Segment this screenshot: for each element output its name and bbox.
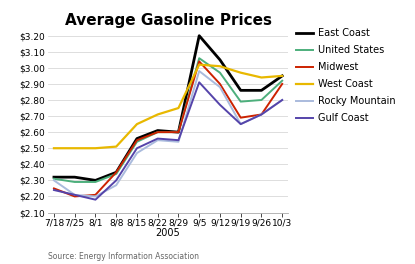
Gulf Coast — [134, 147, 139, 150]
Midwest — [176, 131, 181, 134]
West Coast — [238, 71, 243, 74]
Gulf Coast — [114, 179, 119, 182]
Midwest — [217, 82, 222, 86]
Midwest — [114, 171, 119, 174]
Gulf Coast — [51, 188, 56, 192]
United States — [93, 180, 98, 183]
United States — [238, 100, 243, 103]
Text: Source: Energy Information Association: Source: Energy Information Association — [48, 252, 199, 261]
West Coast — [197, 63, 202, 66]
Rocky Mountain — [197, 69, 202, 73]
United States — [72, 180, 77, 183]
East Coast — [259, 89, 264, 92]
Gulf Coast — [280, 98, 285, 102]
United States — [197, 56, 202, 60]
West Coast — [114, 145, 119, 148]
West Coast — [155, 113, 160, 116]
Rocky Mountain — [72, 193, 77, 196]
Midwest — [51, 187, 56, 190]
Line: Midwest: Midwest — [54, 62, 282, 196]
United States — [176, 131, 181, 134]
East Coast — [238, 89, 243, 92]
Line: United States: United States — [54, 58, 282, 182]
Midwest — [280, 82, 285, 86]
Rocky Mountain — [134, 152, 139, 155]
West Coast — [176, 106, 181, 110]
East Coast — [155, 129, 160, 132]
East Coast — [93, 179, 98, 182]
United States — [134, 140, 139, 143]
East Coast — [51, 176, 56, 179]
United States — [217, 71, 222, 74]
Line: East Coast: East Coast — [54, 36, 282, 180]
Rocky Mountain — [217, 86, 222, 89]
Rocky Mountain — [280, 98, 285, 102]
Line: Gulf Coast: Gulf Coast — [54, 82, 282, 200]
Rocky Mountain — [114, 183, 119, 187]
West Coast — [51, 147, 56, 150]
Legend: East Coast, United States, Midwest, West Coast, Rocky Mountain, Gulf Coast: East Coast, United States, Midwest, West… — [295, 28, 395, 123]
Gulf Coast — [259, 113, 264, 116]
East Coast — [217, 58, 222, 62]
West Coast — [93, 147, 98, 150]
United States — [280, 79, 285, 82]
Midwest — [72, 195, 77, 198]
United States — [114, 172, 119, 176]
West Coast — [134, 122, 139, 126]
East Coast — [280, 74, 285, 77]
Rocky Mountain — [176, 140, 181, 143]
East Coast — [197, 34, 202, 37]
East Coast — [114, 171, 119, 174]
West Coast — [72, 147, 77, 150]
United States — [51, 177, 56, 180]
Midwest — [259, 113, 264, 116]
Gulf Coast — [197, 81, 202, 84]
Rocky Mountain — [155, 139, 160, 142]
Midwest — [134, 139, 139, 142]
Midwest — [197, 60, 202, 63]
Rocky Mountain — [238, 122, 243, 126]
Gulf Coast — [155, 137, 160, 140]
United States — [155, 131, 160, 134]
Gulf Coast — [238, 122, 243, 126]
United States — [259, 98, 264, 102]
Line: West Coast: West Coast — [54, 65, 282, 148]
Midwest — [93, 193, 98, 196]
West Coast — [217, 65, 222, 68]
East Coast — [72, 176, 77, 179]
West Coast — [280, 74, 285, 77]
Gulf Coast — [176, 139, 181, 142]
Rocky Mountain — [51, 179, 56, 182]
East Coast — [134, 137, 139, 140]
Midwest — [238, 116, 243, 119]
West Coast — [259, 76, 264, 79]
Gulf Coast — [93, 198, 98, 201]
Rocky Mountain — [259, 113, 264, 116]
East Coast — [176, 131, 181, 134]
Gulf Coast — [72, 193, 77, 196]
Line: Rocky Mountain: Rocky Mountain — [54, 71, 282, 196]
Rocky Mountain — [93, 195, 98, 198]
Midwest — [155, 131, 160, 134]
Gulf Coast — [217, 103, 222, 106]
X-axis label: 2005: 2005 — [156, 228, 181, 238]
Title: Average Gasoline Prices: Average Gasoline Prices — [65, 13, 271, 28]
